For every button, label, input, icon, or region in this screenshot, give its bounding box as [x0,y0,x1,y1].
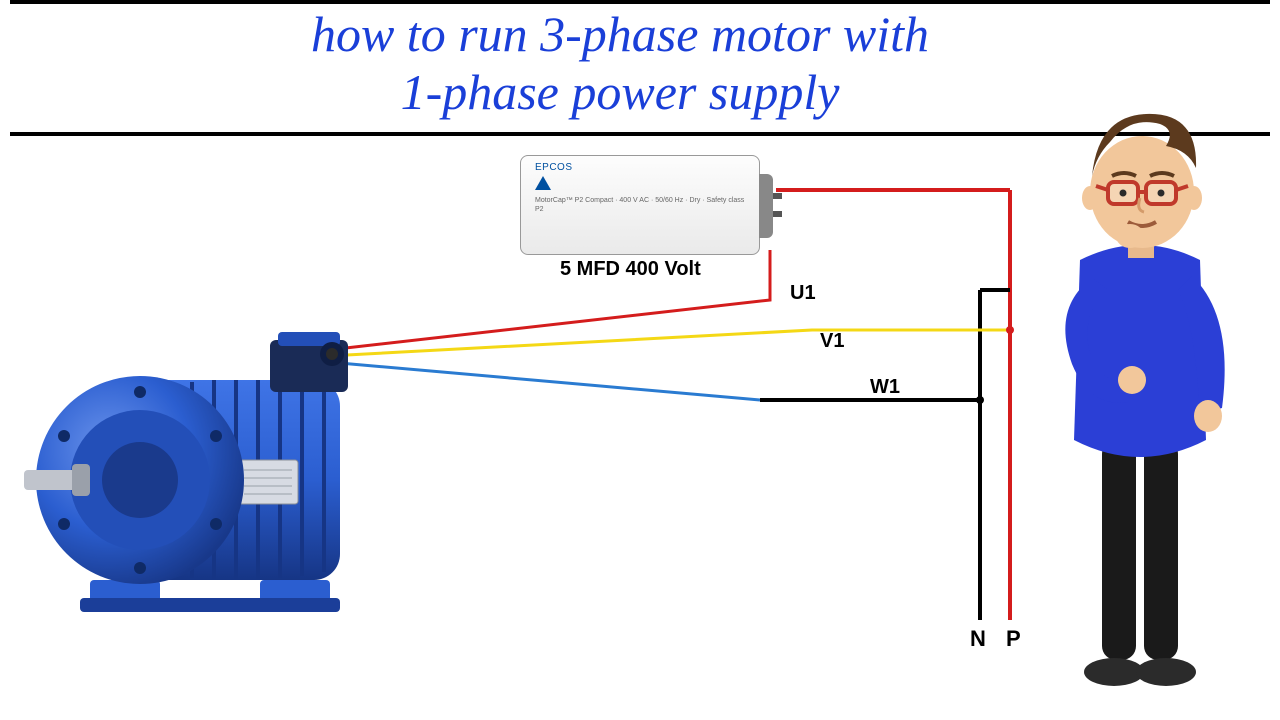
label-v1: V1 [820,330,844,353]
wire-v1 [328,330,1010,356]
capacitor-fine-print: MotorCap™ P2 Compact · 400 V AC · 50/60 … [535,196,745,214]
wire-w1 [328,362,760,400]
capacitor-terminal-cap [759,174,773,238]
label-u1: U1 [790,282,816,305]
capacitor-brand: EPCOS [535,162,573,173]
capacitor-spec-label: 5 MFD 400 Volt [560,258,701,281]
capacitor-brand-icon [535,176,551,190]
motor [20,310,380,620]
title-line-2: 1-phase power supply [401,64,840,120]
label-w1: W1 [870,376,900,399]
title-border-top [10,0,1270,4]
label-neutral: N [970,626,986,652]
capacitor: EPCOS MotorCap™ P2 Compact · 400 V AC · … [520,155,760,255]
person-thinking-icon [1010,80,1270,700]
title-line-1: how to run 3-phase motor with [311,6,929,62]
